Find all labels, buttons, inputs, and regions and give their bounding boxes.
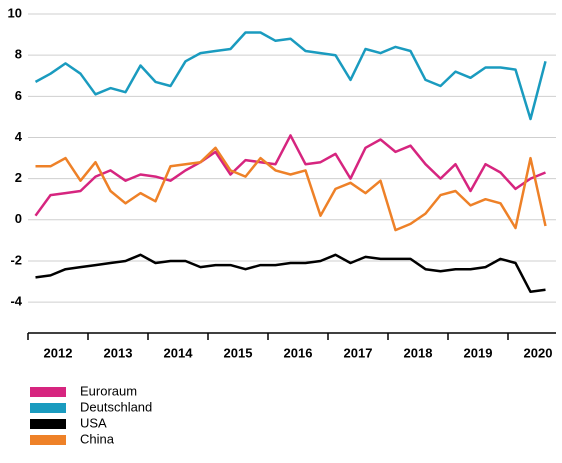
legend-label: USA <box>80 415 107 430</box>
legend-swatch <box>30 387 66 397</box>
y-tick-label: 6 <box>15 88 22 103</box>
y-tick-label: 10 <box>8 5 22 20</box>
x-tick-label: 2015 <box>224 345 253 360</box>
legend-swatch <box>30 435 66 445</box>
legend-swatch <box>30 403 66 413</box>
x-tick-label: 2014 <box>164 345 194 360</box>
series-line <box>35 253 546 294</box>
series-line <box>34 134 546 217</box>
y-tick-label: 8 <box>15 47 22 62</box>
y-tick-label: -4 <box>10 294 22 309</box>
x-tick-label: 2018 <box>404 345 433 360</box>
y-tick-label: 4 <box>15 129 23 144</box>
series-line <box>35 146 547 232</box>
x-tick-label: 2016 <box>284 345 313 360</box>
x-tick-label: 2017 <box>344 345 373 360</box>
legend-swatch <box>30 419 66 429</box>
x-tick-label: 2013 <box>104 345 133 360</box>
legend-label: Euroraum <box>80 383 137 398</box>
x-tick-label: 2020 <box>524 345 553 360</box>
y-tick-label: 0 <box>15 211 22 226</box>
y-tick-label: -2 <box>10 252 22 267</box>
series-line <box>34 31 547 121</box>
y-tick-label: 2 <box>15 170 22 185</box>
legend-label: China <box>80 431 115 446</box>
legend-label: Deutschland <box>80 399 152 414</box>
x-tick-label: 2019 <box>464 345 493 360</box>
x-tick-label: 2012 <box>44 345 73 360</box>
